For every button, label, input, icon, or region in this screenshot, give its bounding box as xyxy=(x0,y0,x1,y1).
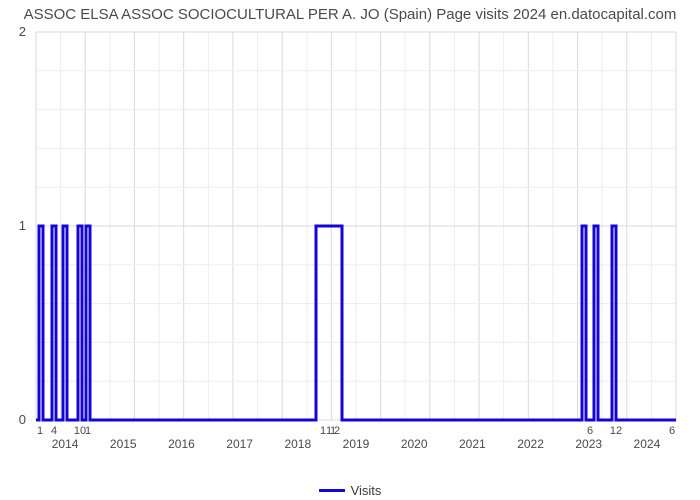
svg-text:2015: 2015 xyxy=(110,437,137,451)
svg-text:2: 2 xyxy=(19,24,26,39)
legend: Visits xyxy=(0,482,700,498)
chart-title: ASSOC ELSA ASSOC SOCIOCULTURAL PER A. JO… xyxy=(0,0,700,23)
svg-text:1: 1 xyxy=(19,218,26,233)
svg-text:2020: 2020 xyxy=(401,437,428,451)
svg-text:2019: 2019 xyxy=(343,437,370,451)
svg-text:0: 0 xyxy=(19,412,26,427)
svg-text:2017: 2017 xyxy=(226,437,253,451)
svg-text:6: 6 xyxy=(669,425,675,437)
svg-text:2: 2 xyxy=(334,425,340,437)
svg-text:12: 12 xyxy=(610,425,622,437)
chart-area: 0122014201520162017201820192020202120222… xyxy=(36,30,676,450)
chart-svg: 0122014201520162017201820192020202120222… xyxy=(36,30,676,450)
svg-text:4: 4 xyxy=(51,425,57,437)
svg-text:2018: 2018 xyxy=(284,437,311,451)
svg-text:2014: 2014 xyxy=(52,437,79,451)
svg-text:2021: 2021 xyxy=(459,437,486,451)
legend-label: Visits xyxy=(351,483,382,498)
svg-text:2024: 2024 xyxy=(634,437,661,451)
svg-text:2016: 2016 xyxy=(168,437,195,451)
svg-text:1: 1 xyxy=(85,425,91,437)
svg-text:6: 6 xyxy=(587,425,593,437)
svg-text:1: 1 xyxy=(37,425,43,437)
legend-swatch xyxy=(319,489,345,492)
svg-text:2022: 2022 xyxy=(517,437,544,451)
svg-text:2023: 2023 xyxy=(575,437,602,451)
